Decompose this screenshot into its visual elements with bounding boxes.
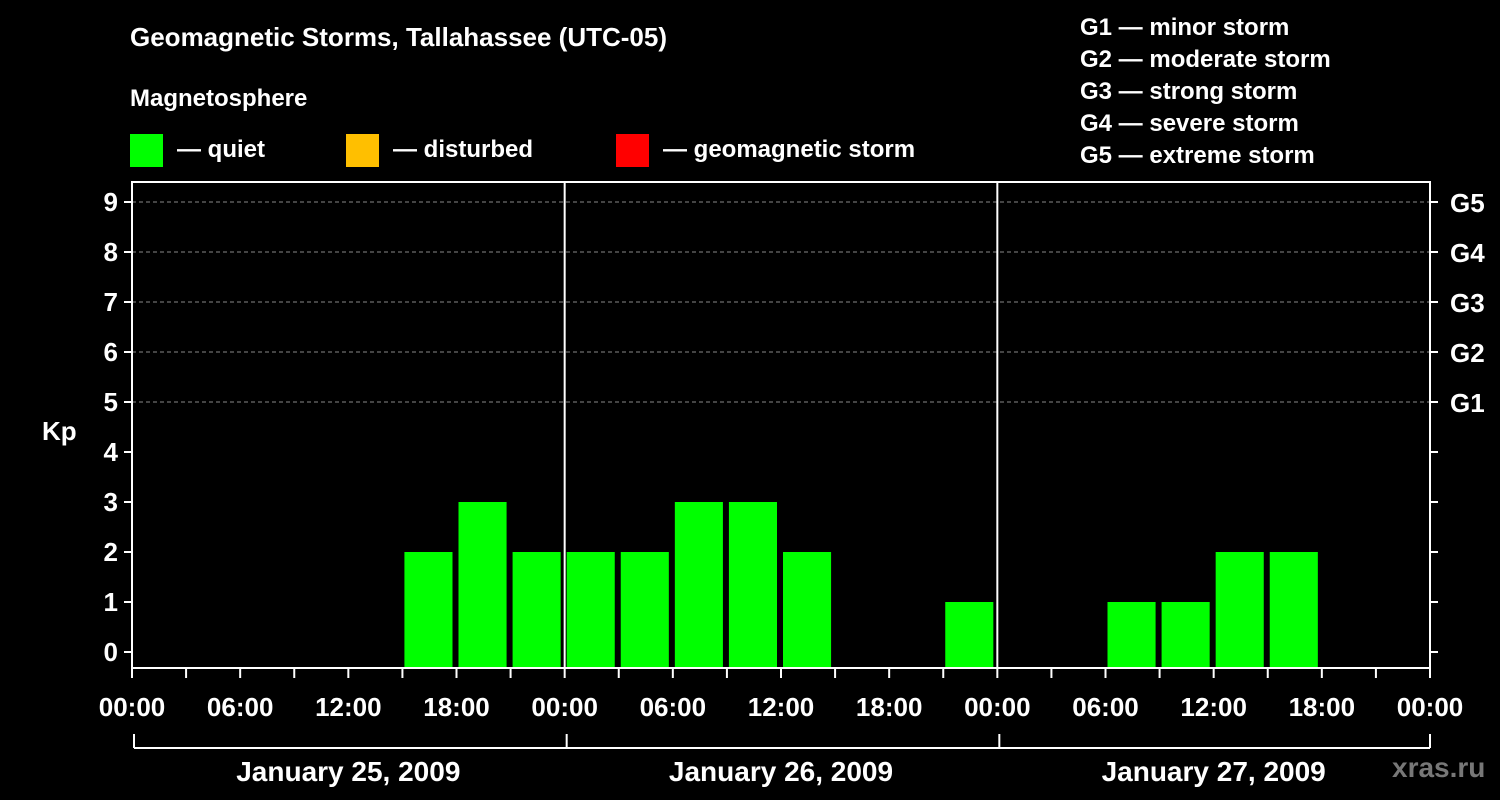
storm-scale-legend: G1 — minor storm G2 — moderate storm G3 … bbox=[1080, 12, 1331, 172]
storm-scale-g4: G4 — severe storm bbox=[1080, 110, 1299, 137]
day-label-2: January 26, 2009 bbox=[669, 756, 893, 787]
x-tick-label-11: 18:00 bbox=[1289, 692, 1356, 722]
chart-title: Geomagnetic Storms, Tallahassee (UTC-05) bbox=[130, 22, 668, 52]
legend-item-storm: — geomagnetic storm bbox=[616, 133, 915, 167]
y-tick-label-4: 4 bbox=[104, 437, 119, 467]
right-axis-label-g4: G4 bbox=[1450, 238, 1485, 268]
y-tick-label-9: 9 bbox=[104, 187, 118, 217]
y-tick-label-3: 3 bbox=[104, 487, 118, 517]
right-axis-label-g1: G1 bbox=[1450, 388, 1485, 418]
bar-20 bbox=[1215, 552, 1264, 668]
storm-scale-g2: G2 — moderate storm bbox=[1080, 46, 1331, 73]
legend-label-quiet: — quiet bbox=[177, 136, 265, 163]
right-axis-label-g2: G2 bbox=[1450, 338, 1485, 368]
legend-swatch-storm bbox=[616, 133, 649, 167]
y-tick-label-5: 5 bbox=[104, 387, 118, 417]
right-axis-label-g5: G5 bbox=[1450, 188, 1485, 218]
x-tick-label-10: 12:00 bbox=[1180, 692, 1247, 722]
x-tick-label-7: 18:00 bbox=[856, 692, 923, 722]
bars bbox=[404, 502, 1318, 668]
y-axis-label: Kp bbox=[42, 416, 77, 446]
bar-5 bbox=[404, 552, 453, 668]
y-tick-label-8: 8 bbox=[104, 237, 118, 267]
x-tick-label-1: 06:00 bbox=[207, 692, 274, 722]
y-tick-label-1: 1 bbox=[104, 587, 118, 617]
bar-11 bbox=[728, 502, 777, 668]
x-tick-label-5: 06:00 bbox=[640, 692, 707, 722]
x-tick-label-0: 00:00 bbox=[99, 692, 166, 722]
storm-scale-g1: G1 — minor storm bbox=[1080, 14, 1290, 41]
bar-6 bbox=[458, 502, 507, 668]
bar-15 bbox=[945, 602, 994, 668]
watermark: xras.ru bbox=[1392, 752, 1486, 783]
legend-swatch-disturbed bbox=[346, 133, 379, 167]
bar-9 bbox=[620, 552, 669, 668]
bar-10 bbox=[674, 502, 723, 668]
axis-labels: 0 1 2 3 4 5 6 7 8 9 G1 G2 G3 G4 G5 00:00 06:00 12:00 18:00… bbox=[99, 187, 1485, 787]
bar-7 bbox=[512, 552, 561, 668]
grid-lines bbox=[132, 201, 1430, 403]
legend-swatch-quiet bbox=[130, 133, 163, 167]
legend-label-storm: — geomagnetic storm bbox=[663, 136, 916, 163]
x-tick-label-8: 00:00 bbox=[964, 692, 1031, 722]
axes bbox=[124, 181, 1438, 749]
day-label-1: January 25, 2009 bbox=[236, 756, 460, 787]
y-tick-label-7: 7 bbox=[104, 287, 118, 317]
day-label-3: January 27, 2009 bbox=[1102, 756, 1326, 787]
bar-18 bbox=[1107, 602, 1156, 668]
bar-21 bbox=[1269, 552, 1318, 668]
x-tick-label-9: 06:00 bbox=[1072, 692, 1139, 722]
storm-scale-g5: G5 — extreme storm bbox=[1080, 142, 1315, 169]
x-tick-label-4: 00:00 bbox=[531, 692, 598, 722]
x-tick-label-6: 12:00 bbox=[748, 692, 815, 722]
legend-item-disturbed: — disturbed bbox=[346, 133, 533, 167]
x-tick-label-12: 00:00 bbox=[1397, 692, 1464, 722]
bar-8 bbox=[566, 552, 615, 668]
x-tick-label-2: 12:00 bbox=[315, 692, 382, 722]
y-tick-label-0: 0 bbox=[104, 637, 118, 667]
storm-scale-g3: G3 — strong storm bbox=[1080, 78, 1298, 105]
legend-item-quiet: — quiet bbox=[130, 133, 265, 167]
y-tick-label-2: 2 bbox=[104, 537, 118, 567]
legend-heading: Magnetosphere bbox=[130, 85, 308, 112]
x-tick-label-3: 18:00 bbox=[423, 692, 490, 722]
bar-12 bbox=[783, 552, 832, 668]
legend-label-disturbed: — disturbed bbox=[393, 136, 534, 163]
y-tick-label-6: 6 bbox=[104, 337, 118, 367]
right-axis-label-g3: G3 bbox=[1450, 288, 1485, 318]
bar-19 bbox=[1161, 602, 1210, 668]
